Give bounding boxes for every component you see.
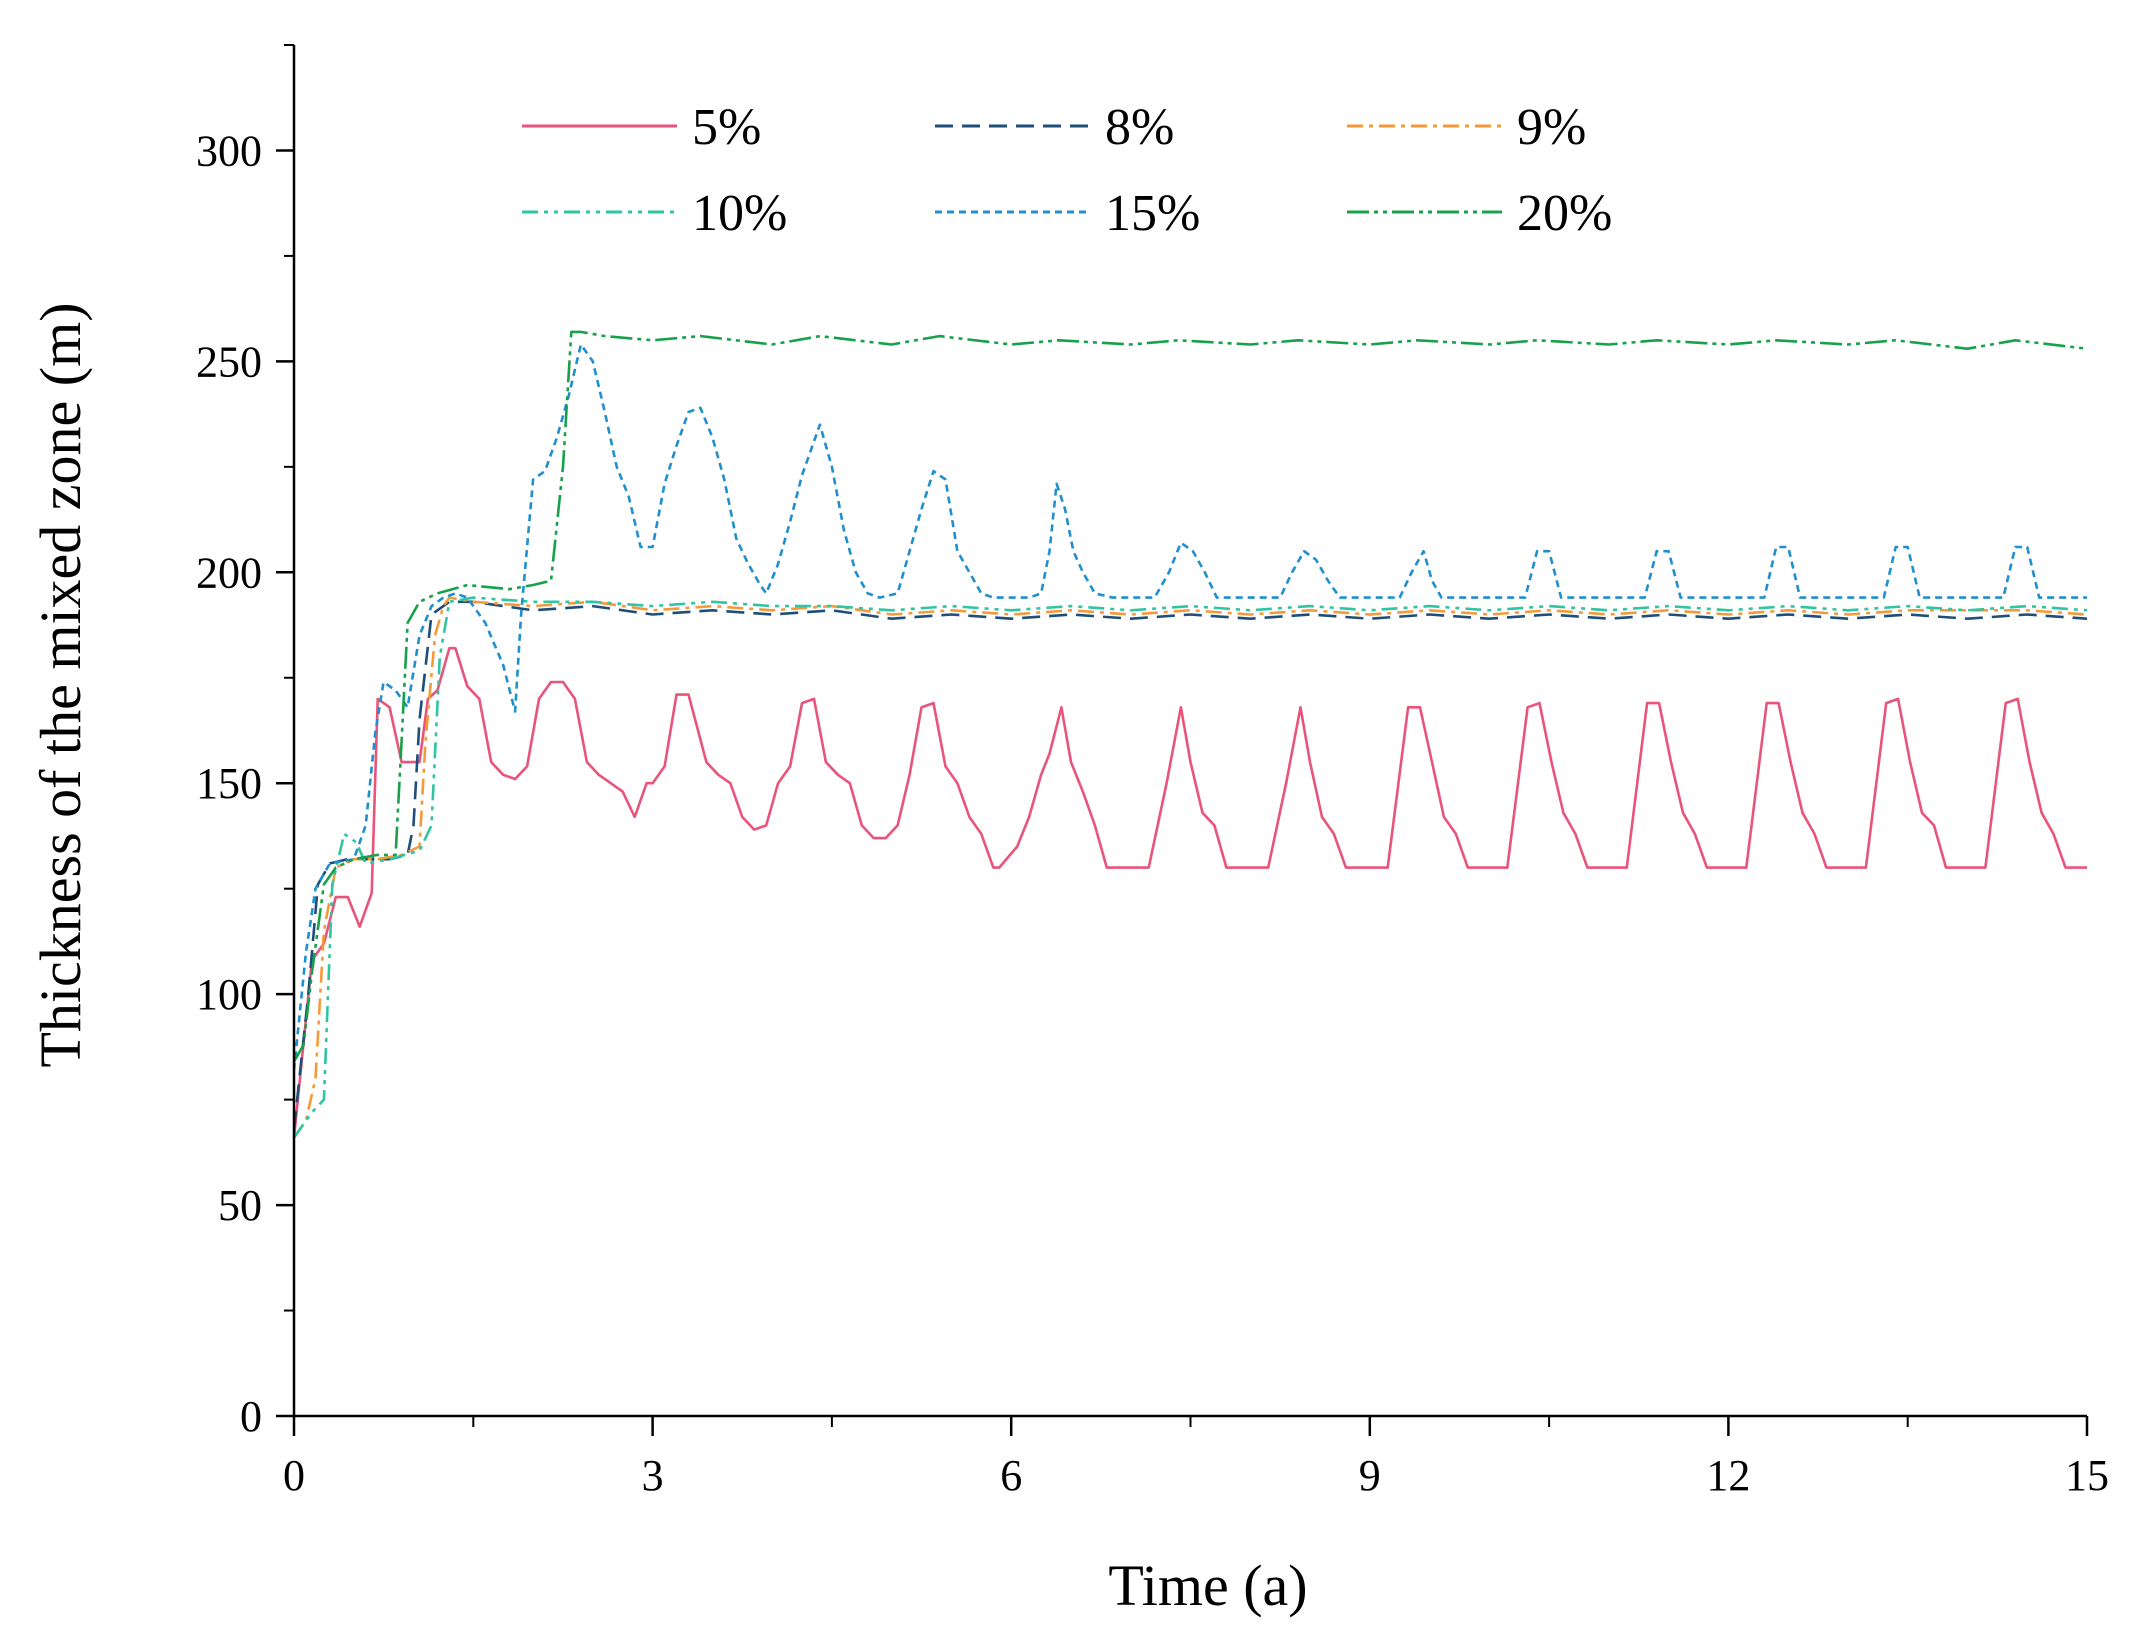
legend-label-8pct: 8% — [1105, 99, 1174, 156]
y-tick-label: 0 — [240, 1392, 262, 1441]
x-axis-title: Time (a) — [1108, 1553, 1307, 1618]
series-line-5pct — [292, 646, 2087, 1138]
y-tick-label: 150 — [196, 759, 262, 808]
series-line-10pct — [292, 596, 2088, 1139]
x-tick-label: 3 — [642, 1451, 664, 1500]
y-tick-label: 100 — [196, 970, 262, 1019]
legend-label-9pct: 9% — [1517, 99, 1586, 156]
axes — [292, 45, 2087, 1418]
plot-area — [292, 330, 2088, 1139]
legend-label-5pct: 5% — [692, 99, 761, 156]
x-tick-label: 15 — [2065, 1451, 2109, 1500]
legend-label-10pct: 10% — [692, 185, 787, 242]
x-tick-label: 9 — [1359, 1451, 1381, 1500]
series-line-8pct — [292, 600, 2088, 1130]
y-tick-label: 200 — [196, 548, 262, 597]
series-line-15pct — [292, 343, 2087, 1071]
legend: 5% 8% 9% 10% 15% 20% — [522, 99, 1612, 242]
legend-label-15pct: 15% — [1105, 185, 1200, 242]
y-axis-title: Thickness of the mixed zone (m) — [28, 302, 93, 1067]
series-line-9pct — [292, 596, 2088, 1139]
series-line-20pct — [292, 330, 2088, 1063]
x-tick-label: 6 — [1000, 1451, 1022, 1500]
y-tick-label: 50 — [218, 1181, 262, 1230]
x-tick-label: 12 — [1706, 1451, 1750, 1500]
y-tick-label: 250 — [196, 337, 262, 386]
legend-label-20pct: 20% — [1517, 185, 1612, 242]
y-tick-label: 300 — [196, 126, 262, 175]
x-tick-label: 0 — [283, 1451, 305, 1500]
